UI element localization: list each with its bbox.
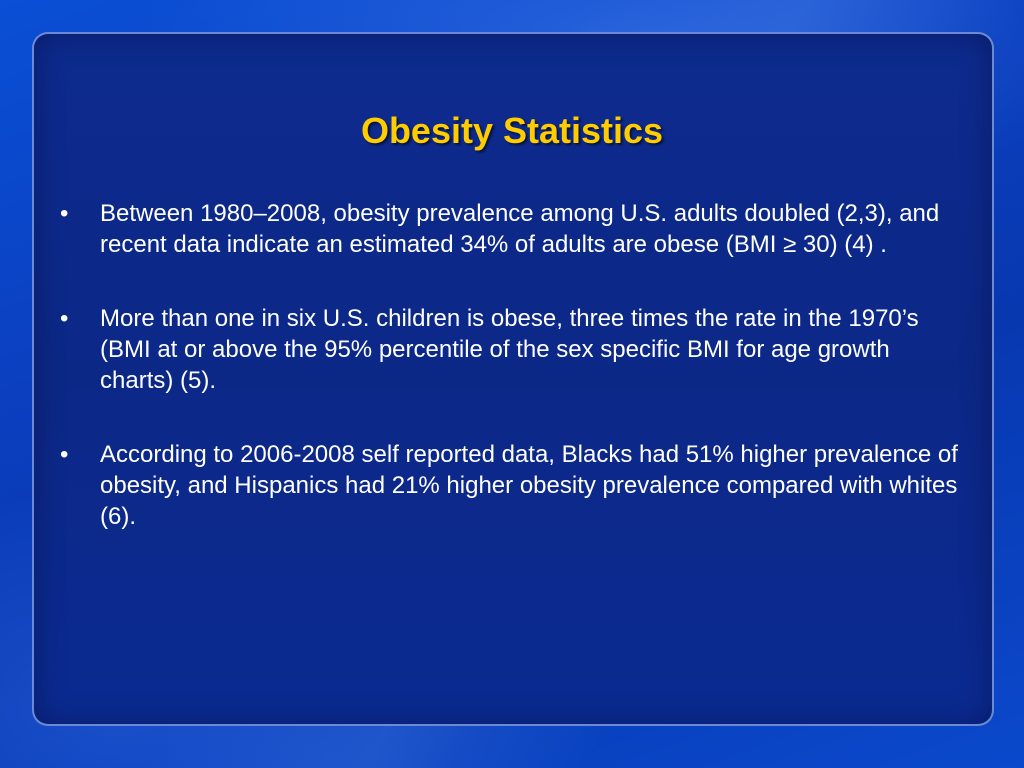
bullet-item-adult-prevalence: • Between 1980–2008, obesity prevalence … bbox=[58, 198, 958, 260]
bullet-text: According to 2006-2008 self reported dat… bbox=[100, 441, 958, 530]
bullet-text: More than one in six U.S. children is ob… bbox=[100, 305, 919, 394]
slide-title: Obesity Statistics bbox=[360, 110, 664, 151]
bullet-marker: • bbox=[60, 305, 69, 332]
bullet-marker: • bbox=[60, 200, 69, 227]
bullet-marker: • bbox=[60, 441, 69, 468]
bullet-item-child-prevalence: • More than one in six U.S. children is … bbox=[58, 303, 958, 396]
bullet-list: • Between 1980–2008, obesity prevalence … bbox=[58, 198, 958, 575]
bullet-item-racial-disparity: • According to 2006-2008 self reported d… bbox=[58, 439, 958, 532]
content-panel bbox=[32, 32, 994, 726]
bullet-text: Between 1980–2008, obesity prevalence am… bbox=[100, 200, 940, 258]
